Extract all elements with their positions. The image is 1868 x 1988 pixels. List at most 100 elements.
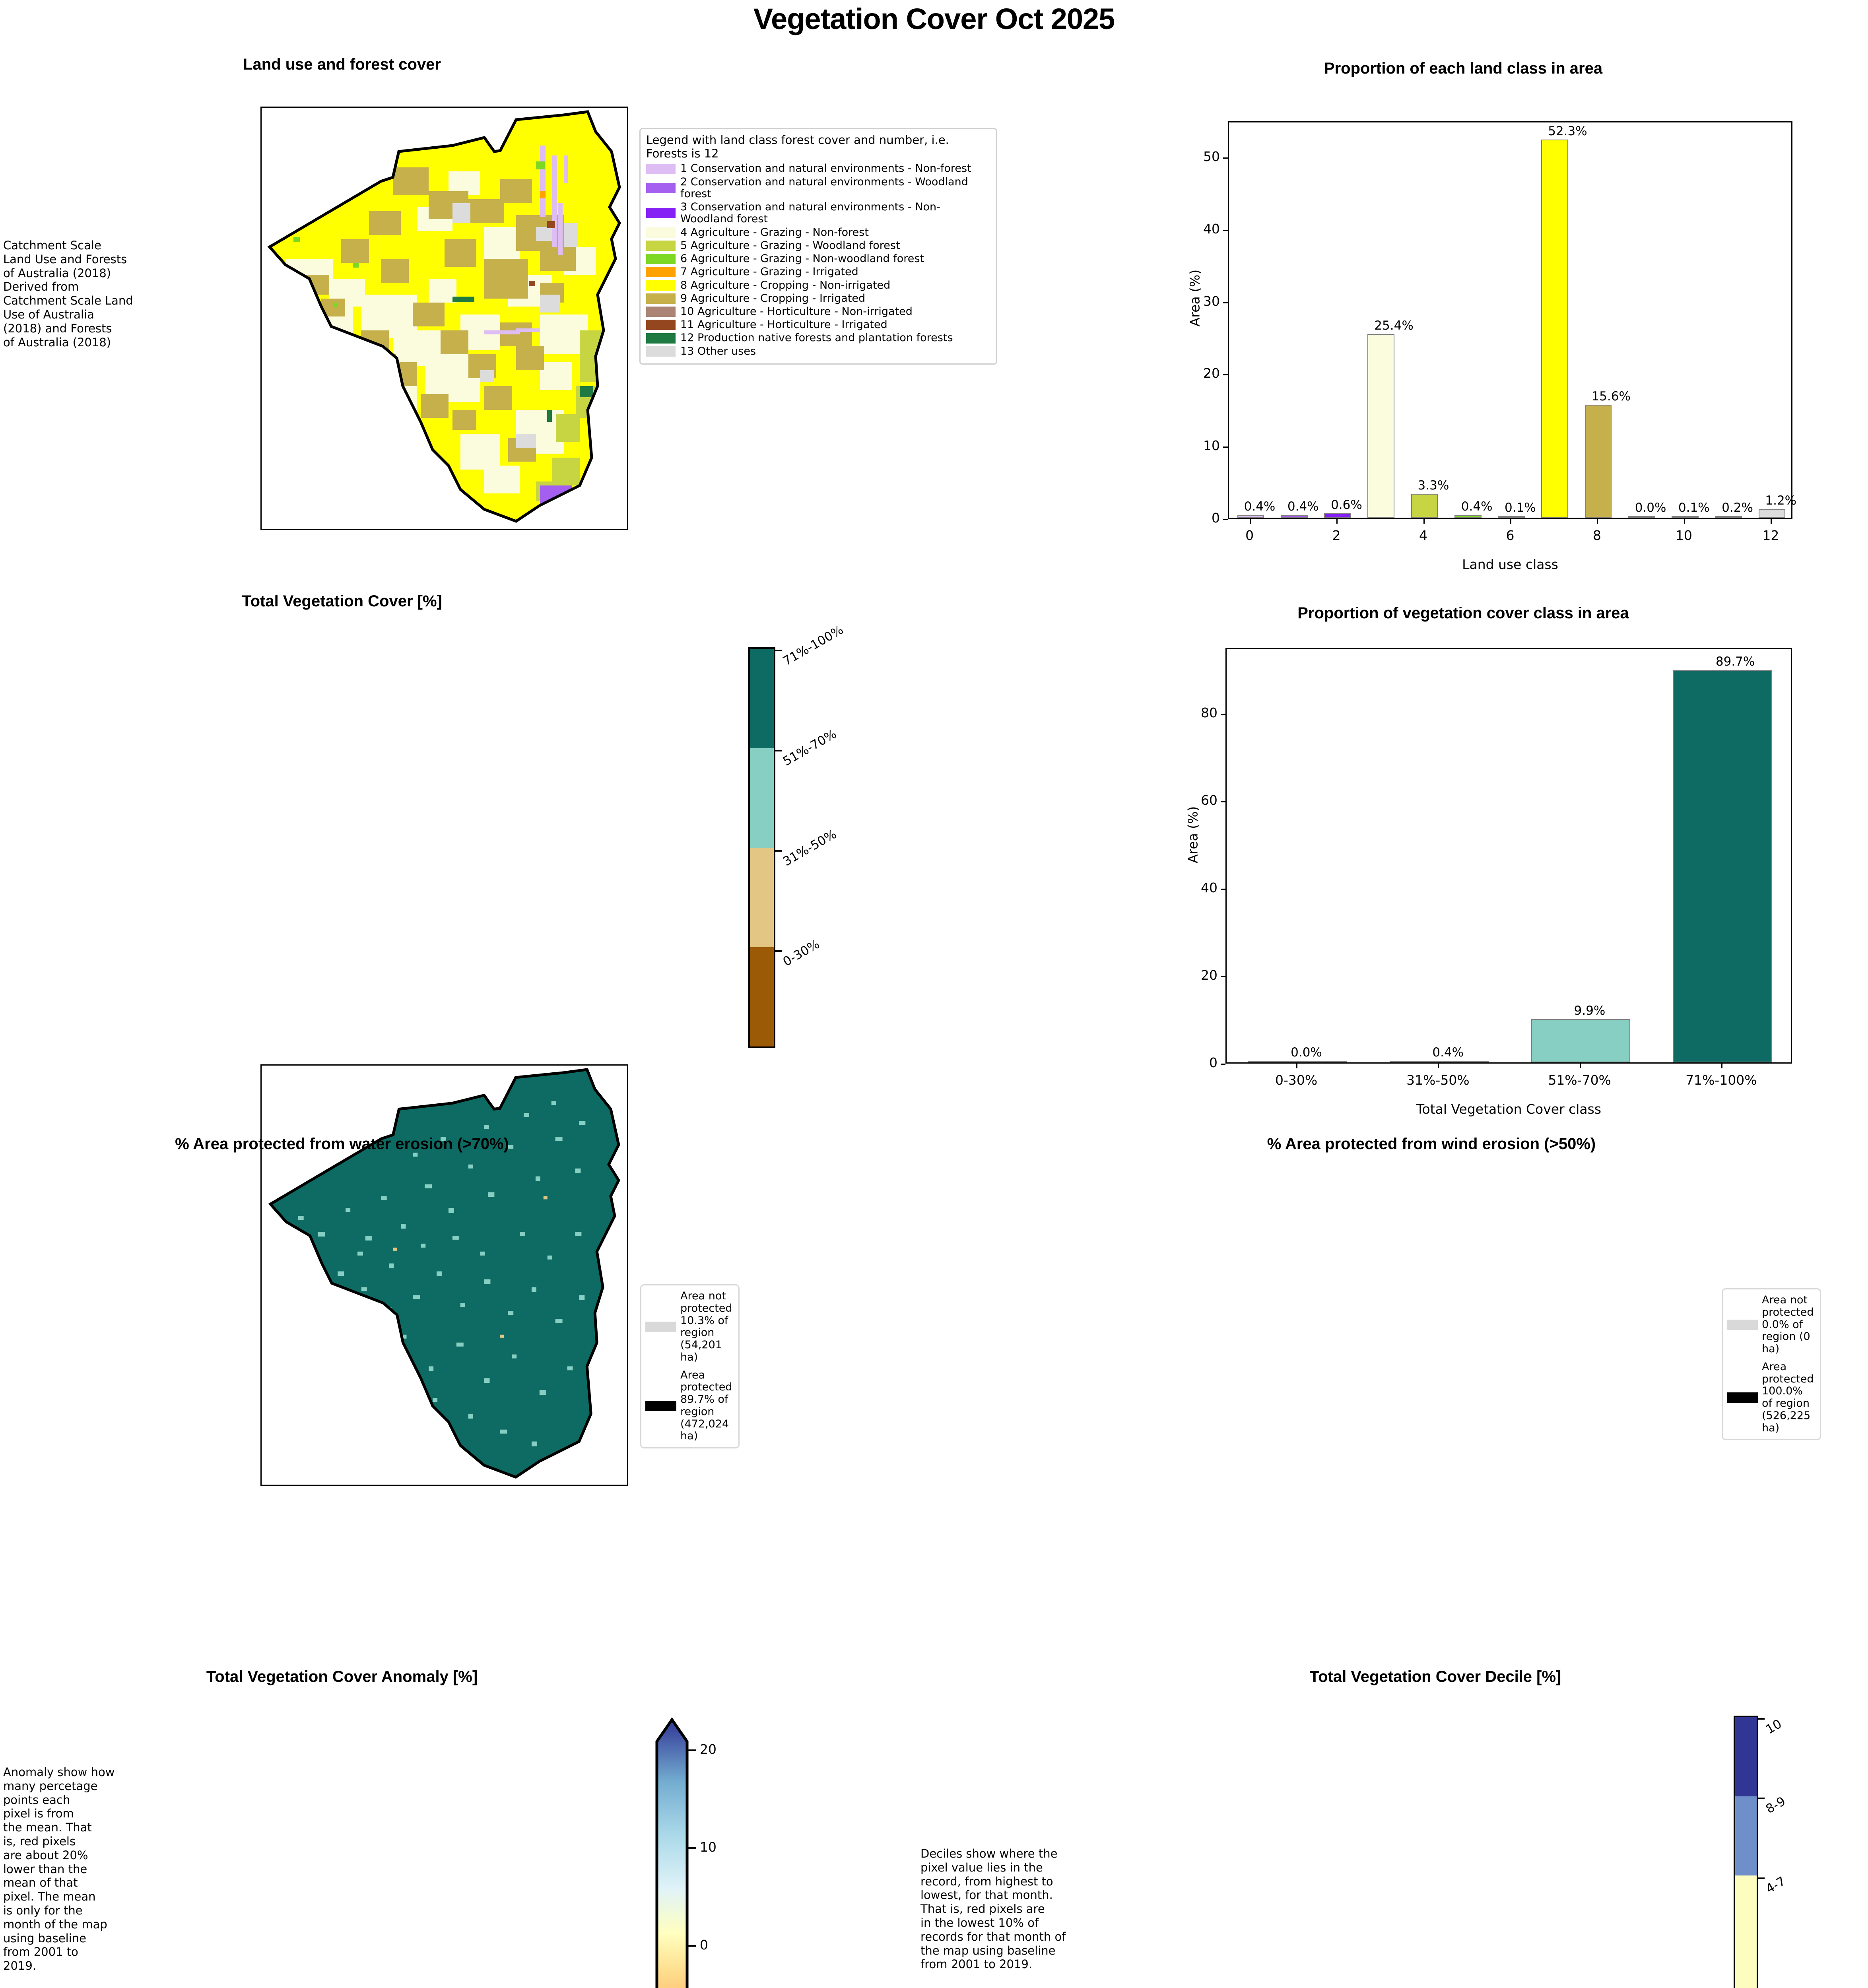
bar[interactable] <box>1715 516 1742 518</box>
landuse-legend-item[interactable]: 5 Agriculture - Grazing - Woodland fores… <box>646 239 990 252</box>
veg-cover-bar-chart[interactable] <box>1225 648 1792 1064</box>
landuse-legend-title: Legend with land class forest cover and … <box>646 133 990 160</box>
x-tick-label: 6 <box>1486 528 1534 543</box>
bar-value-label: 89.7% <box>1716 654 1755 669</box>
bar[interactable] <box>1758 509 1786 518</box>
x-tick-label: 0 <box>1226 528 1274 543</box>
decile-colorbar[interactable] <box>1734 1716 1758 1988</box>
landuse-legend-item[interactable]: 6 Agriculture - Grazing - Non-woodland f… <box>646 252 990 265</box>
map-tick <box>260 1219 262 1220</box>
landuse-legend-label: 8 Agriculture - Cropping - Non-irrigated <box>680 279 890 291</box>
erosion-legend-label: Area not protected 10.3% of region (54,2… <box>680 1290 734 1364</box>
landuse-legend-label: 5 Agriculture - Grazing - Woodland fores… <box>680 239 900 252</box>
wind-erosion-legend[interactable]: Area not protected 0.0% of region (0 ha)… <box>1722 1288 1821 1441</box>
landuse-legend-item[interactable]: 8 Agriculture - Cropping - Non-irrigated <box>646 279 990 291</box>
landuse-bar-chart[interactable] <box>1228 121 1792 519</box>
anomaly-colorbar[interactable] <box>648 1712 696 1988</box>
anomaly-colorbar-tick <box>688 1945 696 1947</box>
bar[interactable] <box>1628 516 1655 518</box>
landuse-legend-item[interactable]: 7 Agriculture - Grazing - Irrigated <box>646 266 990 278</box>
erosion-legend-item[interactable]: Area not protected 0.0% of region (0 ha) <box>1727 1294 1816 1355</box>
anomaly-colorbar-tick <box>688 1749 696 1751</box>
anomaly-colorbar-tick <box>688 1847 696 1849</box>
y-tick <box>1223 157 1228 159</box>
y-tick-label: 0 <box>1180 510 1220 526</box>
x-tick <box>1423 519 1425 524</box>
anomaly-colorbar-value: 0 <box>700 1937 708 1953</box>
erosion-legend-label: Area not protected 0.0% of region (0 ha) <box>1762 1294 1816 1355</box>
bar-value-label: 0.4% <box>1432 1045 1464 1060</box>
bar[interactable] <box>1541 140 1569 518</box>
landuse-legend-swatch <box>646 163 676 174</box>
landuse-legend[interactable]: Legend with land class forest cover and … <box>639 128 997 365</box>
y-tick <box>1223 447 1228 448</box>
veg-colorbar-tick <box>775 750 782 751</box>
y-tick-label: 0 <box>1178 1055 1218 1070</box>
erosion-legend-item[interactable]: Area not protected 10.3% of region (54,2… <box>645 1290 734 1364</box>
landuse-legend-item[interactable]: 10 Agriculture - Horticulture - Non-irri… <box>646 305 990 318</box>
bar[interactable] <box>1367 334 1395 518</box>
bar[interactable] <box>1280 514 1308 518</box>
bar-value-label: 15.6% <box>1591 389 1630 404</box>
landuse-legend-item[interactable]: 4 Agriculture - Grazing - Non-forest <box>646 226 990 239</box>
water-erosion-legend[interactable]: Area not protected 10.3% of region (54,2… <box>640 1284 740 1449</box>
erosion-legend-label: Area protected 89.7% of region (472,024 … <box>680 1369 734 1443</box>
bar[interactable] <box>1584 405 1612 518</box>
bar[interactable] <box>1237 514 1264 518</box>
x-tick-label: 4 <box>1400 528 1447 543</box>
veg-cover-colorbar[interactable] <box>748 647 775 1048</box>
map-tick <box>500 529 501 530</box>
bar[interactable] <box>1389 1060 1489 1062</box>
landuse-legend-label: 9 Agriculture - Cropping - Irrigated <box>680 292 865 305</box>
erosion-legend-item[interactable]: Area protected 100.0% of region (526,225… <box>1727 1361 1816 1435</box>
landuse-bar-xlabel: Land use class <box>1228 557 1792 572</box>
bar[interactable] <box>1454 514 1482 518</box>
landuse-legend-item[interactable]: 1 Conservation and natural environments … <box>646 163 990 175</box>
bar[interactable] <box>1411 494 1438 518</box>
bar[interactable] <box>1498 516 1525 518</box>
bar[interactable] <box>1673 670 1772 1062</box>
landuse-legend-label: 7 Agriculture - Grazing - Irrigated <box>680 266 858 278</box>
page-title: Vegetation Cover Oct 2025 <box>0 2 1868 36</box>
veg-colorbar-segment <box>750 947 774 1046</box>
veg-cover-map[interactable] <box>260 1064 628 1486</box>
y-tick <box>1221 976 1225 977</box>
bar[interactable] <box>1324 513 1351 518</box>
erosion-legend-swatch <box>645 1400 676 1411</box>
x-tick-label: 31%-50% <box>1382 1072 1493 1088</box>
bar-value-label: 0.1% <box>1678 501 1710 515</box>
anomaly-colorbar-value: 10 <box>700 1839 717 1855</box>
landuse-bar-ylabel: Area (%) <box>1187 247 1203 350</box>
x-tick-label: 8 <box>1573 528 1621 543</box>
veg-colorbar-segment <box>750 649 774 748</box>
veg-colorbar-segment <box>750 748 774 848</box>
bar-value-label: 0.4% <box>1287 499 1319 514</box>
landuse-legend-item[interactable]: 2 Conservation and natural environments … <box>646 176 990 200</box>
x-tick <box>1438 1064 1439 1068</box>
landuse-legend-item[interactable]: 12 Production native forests and plantat… <box>646 332 990 344</box>
bar-value-label: 0.6% <box>1331 498 1362 512</box>
x-tick <box>1510 519 1511 524</box>
erosion-legend-item[interactable]: Area protected 89.7% of region (472,024 … <box>645 1369 734 1443</box>
veg-bar-ylabel: Area (%) <box>1185 783 1201 887</box>
decile-colorbar-segment <box>1735 1875 1757 1988</box>
veg-bar-xlabel: Total Vegetation Cover class <box>1225 1101 1792 1117</box>
bar[interactable] <box>1531 1019 1631 1062</box>
bar[interactable] <box>1248 1061 1347 1062</box>
x-tick <box>1721 1064 1722 1068</box>
landuse-legend-item[interactable]: 13 Other uses <box>646 345 990 357</box>
map-tick <box>592 529 593 530</box>
decile-colorbar-label: 10 <box>1763 1717 1784 1737</box>
x-tick-label: 71%-100% <box>1666 1072 1777 1088</box>
bar-value-label: 9.9% <box>1574 1004 1606 1018</box>
y-tick-label: 20 <box>1180 365 1220 381</box>
decile-colorbar-label: 4-7 <box>1763 1874 1788 1896</box>
landuse-source-note: Catchment Scale Land Use and Forests of … <box>3 239 194 349</box>
bar[interactable] <box>1672 516 1699 518</box>
landuse-map[interactable] <box>260 107 628 530</box>
anomaly-colorbar-value: 20 <box>700 1741 717 1757</box>
landuse-legend-item[interactable]: 9 Agriculture - Cropping - Irrigated <box>646 292 990 305</box>
landuse-legend-item[interactable]: 3 Conservation and natural environments … <box>646 201 990 225</box>
veg-colorbar-segment <box>750 848 774 947</box>
landuse-legend-item[interactable]: 11 Agriculture - Horticulture - Irrigate… <box>646 319 990 331</box>
